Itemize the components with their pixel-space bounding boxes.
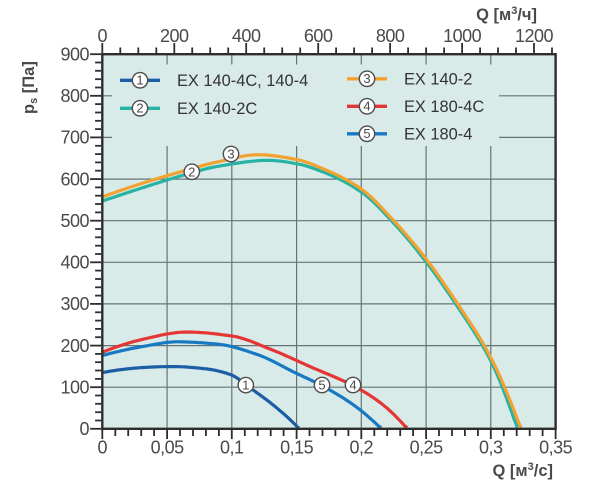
svg-text:0,35: 0,35 [539, 438, 573, 458]
svg-text:600: 600 [304, 26, 333, 46]
svg-text:ps [Па]: ps [Па] [20, 61, 40, 114]
svg-text:0: 0 [98, 26, 108, 46]
svg-text:400: 400 [60, 253, 89, 273]
svg-text:900: 900 [60, 45, 89, 65]
svg-text:0,2: 0,2 [350, 438, 374, 458]
svg-text:Q [м3/ч]: Q [м3/ч] [476, 5, 537, 24]
svg-text:800: 800 [60, 86, 89, 106]
svg-text:0,05: 0,05 [151, 438, 185, 458]
svg-text:2: 2 [136, 101, 143, 116]
svg-text:EX 140-4C, 140-4: EX 140-4C, 140-4 [177, 72, 308, 90]
svg-text:0,15: 0,15 [280, 438, 314, 458]
svg-text:100: 100 [60, 378, 89, 398]
svg-text:EX 180-4C: EX 180-4C [404, 98, 484, 116]
svg-text:EX 180-4: EX 180-4 [404, 126, 472, 144]
svg-text:1: 1 [242, 378, 249, 393]
svg-text:1: 1 [136, 73, 143, 88]
svg-text:200: 200 [160, 26, 189, 46]
svg-text:Q [м3/с]: Q [м3/с] [492, 461, 553, 480]
svg-text:3: 3 [363, 71, 370, 86]
svg-text:800: 800 [376, 26, 405, 46]
svg-text:2: 2 [188, 164, 195, 179]
svg-text:4: 4 [363, 99, 370, 114]
svg-text:4: 4 [349, 378, 356, 393]
svg-text:500: 500 [60, 211, 89, 231]
svg-text:400: 400 [232, 26, 261, 46]
svg-text:0: 0 [79, 419, 89, 439]
svg-text:700: 700 [60, 128, 89, 148]
svg-text:5: 5 [318, 378, 325, 393]
svg-text:300: 300 [60, 294, 89, 314]
svg-text:1200: 1200 [515, 26, 554, 46]
svg-text:1000: 1000 [443, 26, 482, 46]
svg-text:600: 600 [60, 169, 89, 189]
svg-text:5: 5 [363, 126, 370, 141]
svg-text:0: 0 [98, 438, 108, 458]
svg-text:200: 200 [60, 336, 89, 356]
svg-text:0,1: 0,1 [220, 438, 244, 458]
svg-text:3: 3 [227, 147, 234, 162]
svg-text:0,25: 0,25 [410, 438, 444, 458]
svg-text:0,3: 0,3 [479, 438, 503, 458]
svg-text:EX 140-2C: EX 140-2C [177, 100, 257, 118]
svg-text:EX 140-2: EX 140-2 [404, 71, 472, 89]
